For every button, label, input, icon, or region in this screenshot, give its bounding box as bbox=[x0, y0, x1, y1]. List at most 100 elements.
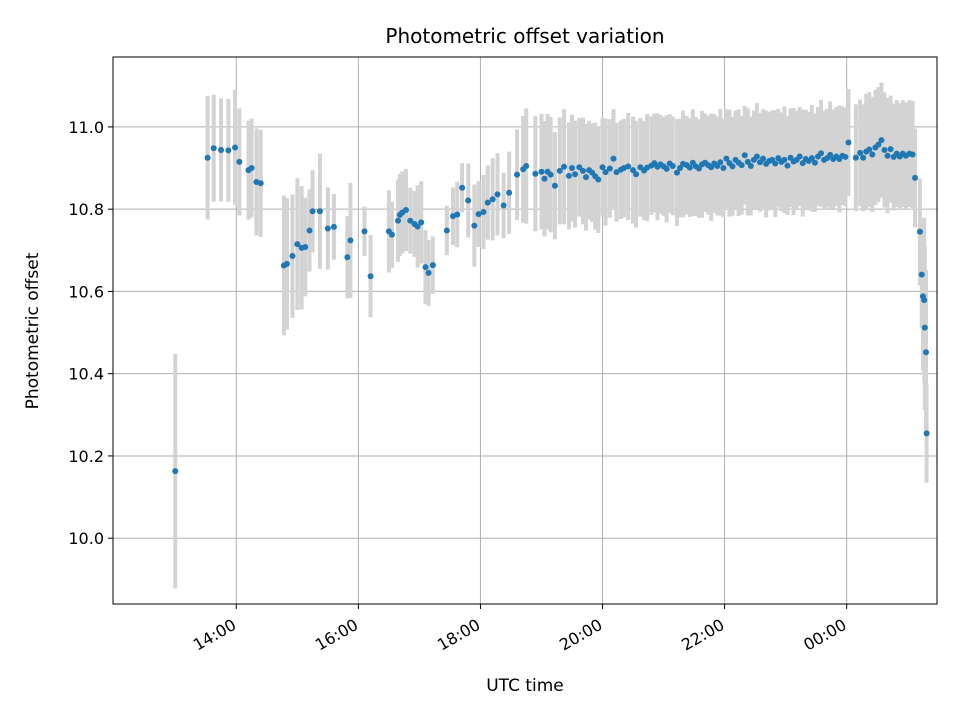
data-point bbox=[916, 228, 923, 235]
data-point bbox=[602, 169, 609, 176]
data-point bbox=[744, 158, 751, 165]
data-point bbox=[572, 171, 579, 178]
data-point bbox=[465, 197, 472, 204]
data-point bbox=[860, 154, 867, 161]
data-point bbox=[918, 271, 925, 278]
data-point bbox=[753, 153, 760, 160]
data-point bbox=[556, 167, 563, 174]
data-point bbox=[695, 165, 702, 172]
data-point bbox=[532, 170, 539, 177]
data-point bbox=[302, 244, 309, 251]
plot-frame bbox=[112, 56, 938, 605]
data-point bbox=[686, 164, 693, 171]
data-point bbox=[232, 144, 239, 151]
data-point bbox=[599, 164, 606, 171]
y-tick-label: 10.2 bbox=[68, 447, 104, 466]
data-point bbox=[541, 175, 548, 182]
data-point bbox=[723, 155, 730, 162]
y-axis-label: Photometric offset bbox=[23, 252, 43, 409]
data-point bbox=[808, 155, 815, 162]
data-point bbox=[921, 297, 928, 304]
data-point bbox=[294, 241, 301, 248]
data-point bbox=[494, 191, 501, 198]
data-point bbox=[606, 165, 613, 172]
data-point bbox=[344, 254, 351, 261]
data-point bbox=[210, 145, 217, 152]
data-point bbox=[811, 159, 818, 166]
data-point bbox=[330, 223, 337, 230]
data-point bbox=[747, 162, 754, 169]
data-point bbox=[869, 151, 876, 158]
data-point bbox=[225, 147, 232, 154]
x-axis-label: UTC time bbox=[486, 676, 564, 696]
data-point bbox=[422, 264, 429, 271]
data-point bbox=[459, 184, 466, 191]
data-point bbox=[912, 174, 919, 181]
data-point bbox=[921, 324, 928, 331]
data-point bbox=[881, 146, 888, 153]
data-point bbox=[781, 156, 788, 163]
y-tick-label: 10.6 bbox=[68, 282, 104, 301]
data-point bbox=[738, 162, 745, 169]
data-point bbox=[547, 171, 554, 178]
data-point bbox=[523, 162, 530, 169]
data-point bbox=[500, 202, 507, 209]
data-point bbox=[845, 139, 852, 146]
data-point bbox=[538, 168, 545, 175]
data-point bbox=[729, 163, 736, 170]
data-point bbox=[367, 273, 374, 280]
data-point bbox=[583, 174, 590, 181]
data-point bbox=[741, 152, 748, 159]
data-point bbox=[630, 167, 637, 174]
data-point bbox=[633, 171, 640, 178]
data-point bbox=[625, 163, 632, 170]
data-point bbox=[772, 160, 779, 167]
data-point bbox=[324, 225, 331, 232]
data-point bbox=[395, 217, 402, 224]
data-point bbox=[506, 189, 513, 196]
data-point bbox=[347, 237, 354, 244]
data-point bbox=[818, 150, 825, 157]
data-point bbox=[923, 430, 930, 437]
data-point bbox=[568, 165, 575, 172]
data-point bbox=[796, 153, 803, 160]
data-point bbox=[204, 154, 211, 161]
data-point bbox=[257, 180, 264, 187]
data-point bbox=[887, 146, 894, 153]
data-point bbox=[799, 160, 806, 167]
data-point bbox=[361, 228, 368, 235]
data-point bbox=[909, 151, 916, 158]
data-point bbox=[717, 159, 724, 166]
data-point bbox=[875, 141, 882, 148]
data-point bbox=[514, 171, 521, 178]
data-point bbox=[852, 154, 859, 161]
data-point bbox=[484, 199, 491, 206]
data-point bbox=[784, 162, 791, 169]
data-point bbox=[309, 208, 316, 215]
data-point bbox=[923, 349, 930, 356]
data-point bbox=[720, 165, 727, 172]
data-point bbox=[565, 172, 572, 179]
data-point bbox=[429, 262, 436, 269]
data-point bbox=[475, 211, 482, 218]
data-point bbox=[866, 146, 873, 153]
data-point bbox=[443, 227, 450, 234]
data-point bbox=[418, 219, 425, 226]
data-point bbox=[663, 165, 670, 172]
data-point bbox=[878, 137, 885, 144]
data-point bbox=[289, 253, 296, 260]
data-point bbox=[827, 151, 834, 158]
data-point bbox=[884, 152, 891, 159]
data-point bbox=[489, 196, 496, 203]
data-point bbox=[248, 165, 255, 172]
y-tick-label: 10.0 bbox=[68, 529, 104, 548]
data-point bbox=[842, 153, 849, 160]
data-point bbox=[673, 169, 680, 176]
data-point bbox=[669, 162, 676, 169]
data-point bbox=[316, 208, 323, 215]
data-point bbox=[576, 164, 583, 171]
data-point bbox=[610, 155, 617, 162]
data-point bbox=[677, 165, 684, 172]
data-points bbox=[172, 137, 930, 475]
